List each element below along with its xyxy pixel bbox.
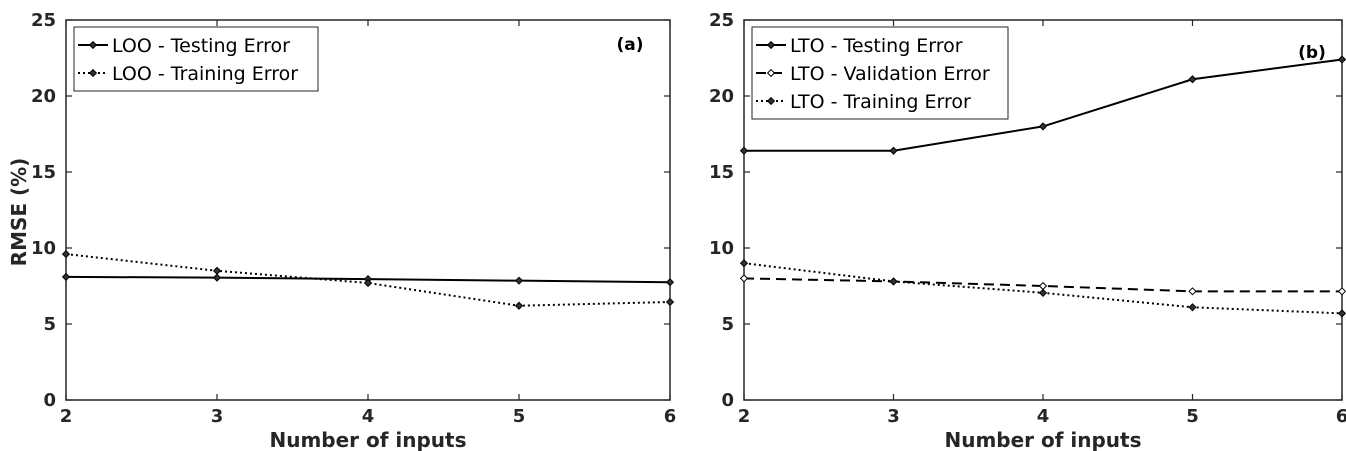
data-point — [1337, 55, 1346, 64]
legend-entry: LTO - Validation Error — [790, 63, 990, 85]
y-tick-label: 10 — [31, 238, 56, 259]
legend-entry: LTO - Training Error — [790, 91, 971, 113]
x-tick-label: 3 — [887, 406, 900, 427]
panel-tag: (a) — [616, 35, 643, 55]
x-axis-label: Number of inputs — [269, 428, 466, 451]
x-tick-label: 6 — [1336, 406, 1346, 427]
y-tick-label: 25 — [31, 10, 56, 31]
data-point — [363, 278, 373, 288]
data-point — [1038, 281, 1048, 291]
legend-swatch-marker — [766, 96, 776, 106]
legend-swatch-marker — [766, 68, 776, 78]
legend-swatch-marker — [88, 40, 98, 50]
series-line — [65, 253, 671, 307]
data-point — [1188, 287, 1197, 296]
y-axis-label: RMSE (%) — [7, 158, 31, 267]
data-point — [1188, 303, 1197, 312]
data-point — [739, 146, 749, 155]
legend-box — [73, 26, 319, 92]
x-tick-label: 2 — [60, 406, 73, 427]
legend-entry: LOO - Training Error — [112, 63, 298, 85]
y-tick-label: 20 — [31, 86, 56, 107]
data-point — [1337, 287, 1346, 296]
legend-box — [751, 26, 1009, 120]
data-point — [889, 146, 898, 155]
data-point — [739, 274, 749, 283]
panel-b: 0 5 10 15 20 25 2 3 4 5 6 Number of inputs LTO - Tes… — [709, 10, 1346, 451]
data-point — [212, 266, 222, 275]
legend-entry: LOO - Testing Error — [112, 35, 290, 57]
data-point — [665, 297, 675, 307]
legend-swatch-marker — [766, 40, 776, 50]
panel-tag: (b) — [1298, 43, 1326, 63]
panel-a: 0 5 10 15 20 25 2 3 4 5 6 Number of inputs LOO - Tes… — [31, 10, 676, 451]
legend-entry: LTO - Testing Error — [790, 35, 963, 57]
data-point — [1038, 288, 1048, 297]
y-tick-label: 15 — [31, 162, 56, 183]
x-tick-label: 4 — [362, 406, 375, 427]
data-point — [1188, 75, 1197, 84]
data-point — [739, 259, 749, 268]
data-point — [1038, 122, 1048, 131]
data-point — [514, 301, 524, 310]
data-point — [665, 278, 675, 287]
y-tick-label: 20 — [709, 86, 734, 107]
y-tick-label: 5 — [43, 314, 56, 335]
x-tick-label: 4 — [1037, 406, 1050, 427]
x-tick-label: 6 — [664, 406, 677, 427]
data-point — [514, 276, 524, 285]
y-tick-label: 0 — [721, 390, 734, 411]
data-point — [61, 272, 71, 281]
x-tick-label: 3 — [211, 406, 224, 427]
data-point — [1337, 309, 1346, 318]
y-tick-label: 0 — [43, 390, 56, 411]
x-axis-label: Number of inputs — [944, 428, 1141, 451]
data-point — [61, 249, 71, 259]
y-tick-label: 10 — [709, 238, 734, 259]
x-tick-label: 5 — [1186, 406, 1199, 427]
legend-swatch-marker — [88, 68, 98, 78]
data-point — [212, 273, 222, 282]
series-line — [743, 277, 1342, 293]
y-tick-label: 5 — [721, 314, 734, 335]
x-tick-label: 5 — [513, 406, 526, 427]
y-tick-label: 25 — [709, 10, 734, 31]
y-tick-label: 15 — [709, 162, 734, 183]
x-tick-label: 2 — [738, 406, 751, 427]
data-point — [889, 277, 898, 286]
